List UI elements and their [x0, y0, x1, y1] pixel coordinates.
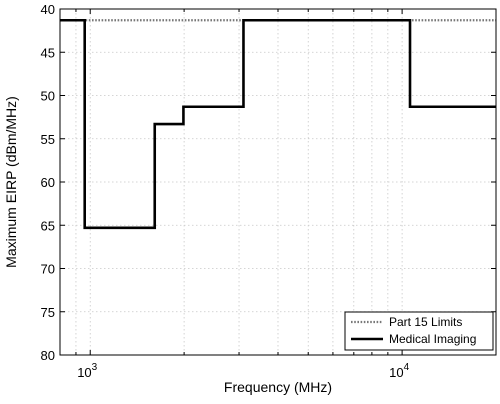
y-tick-label: 60: [41, 175, 55, 190]
y-tick-label: 70: [41, 262, 55, 277]
series-lines: [60, 18, 496, 230]
x-tick-labels: 103 104: [77, 362, 409, 380]
y-tick-label: 65: [41, 218, 55, 233]
y-tick-label: 50: [41, 89, 55, 104]
x-axis-label: Frequency (MHz): [224, 379, 332, 395]
legend: Part 15 Limits Medical Imaging: [344, 311, 494, 351]
y-tick-label: 75: [41, 305, 55, 320]
y-tick-label: 40: [41, 2, 55, 17]
y-tick-label: 45: [41, 45, 55, 60]
axis-ticks: [59, 8, 497, 356]
y-tick-label: 80: [41, 348, 55, 363]
legend-box: [344, 311, 494, 351]
y-tick-labels: 40 45 50 55 60 65 70 75 80: [41, 2, 55, 363]
y-tick-label: 55: [41, 132, 55, 147]
x-tick-label: 104: [389, 362, 409, 380]
x-tick-label: 103: [77, 362, 97, 380]
y-axis-label: Maximum EIRP (dBm/MHz): [3, 96, 19, 268]
medical-imaging-line: [60, 18, 496, 230]
legend-entry: Part 15 Limits: [389, 315, 462, 329]
legend-entry: Medical Imaging: [389, 332, 476, 346]
grid: [60, 9, 496, 355]
